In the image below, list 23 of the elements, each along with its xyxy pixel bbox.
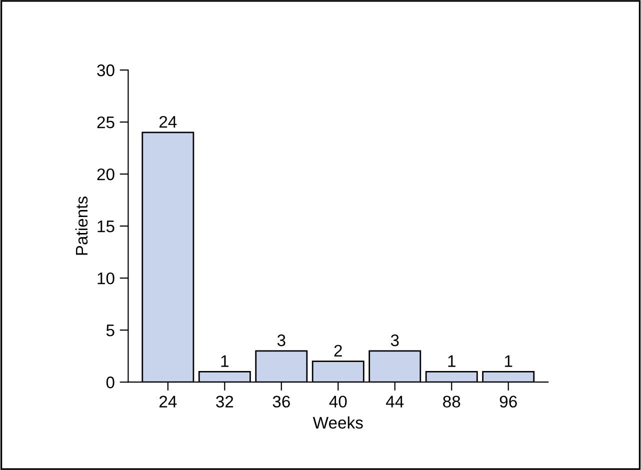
y-tick-label: 0 bbox=[106, 376, 114, 388]
y-tick-label: 5 bbox=[106, 324, 114, 336]
data-label: 2 bbox=[334, 344, 342, 356]
data-label: 1 bbox=[221, 355, 228, 367]
y-axis-title: Patients bbox=[75, 196, 88, 255]
y-tick-label: 10 bbox=[98, 272, 114, 284]
x-tick-label: 40 bbox=[329, 396, 347, 408]
y-tick-label: 15 bbox=[98, 220, 114, 232]
x-tick-label: 96 bbox=[500, 396, 517, 408]
data-label: 1 bbox=[504, 355, 512, 367]
y-tick-label: 25 bbox=[97, 116, 114, 128]
x-axis-title: Weeks bbox=[312, 416, 363, 429]
data-label: 1 bbox=[448, 355, 456, 367]
x-tick-label: 36 bbox=[272, 396, 290, 408]
x-tick-label: 32 bbox=[216, 396, 234, 408]
x-tick-label: 44 bbox=[386, 396, 404, 408]
data-label: 3 bbox=[277, 334, 286, 346]
x-tick-label: 24 bbox=[159, 396, 177, 408]
data-label: 3 bbox=[390, 334, 399, 346]
data-label: 24 bbox=[159, 116, 177, 128]
x-tick-label: 88 bbox=[443, 396, 460, 408]
y-tick-label: 30 bbox=[97, 64, 114, 76]
y-tick-label: 20 bbox=[97, 168, 114, 180]
